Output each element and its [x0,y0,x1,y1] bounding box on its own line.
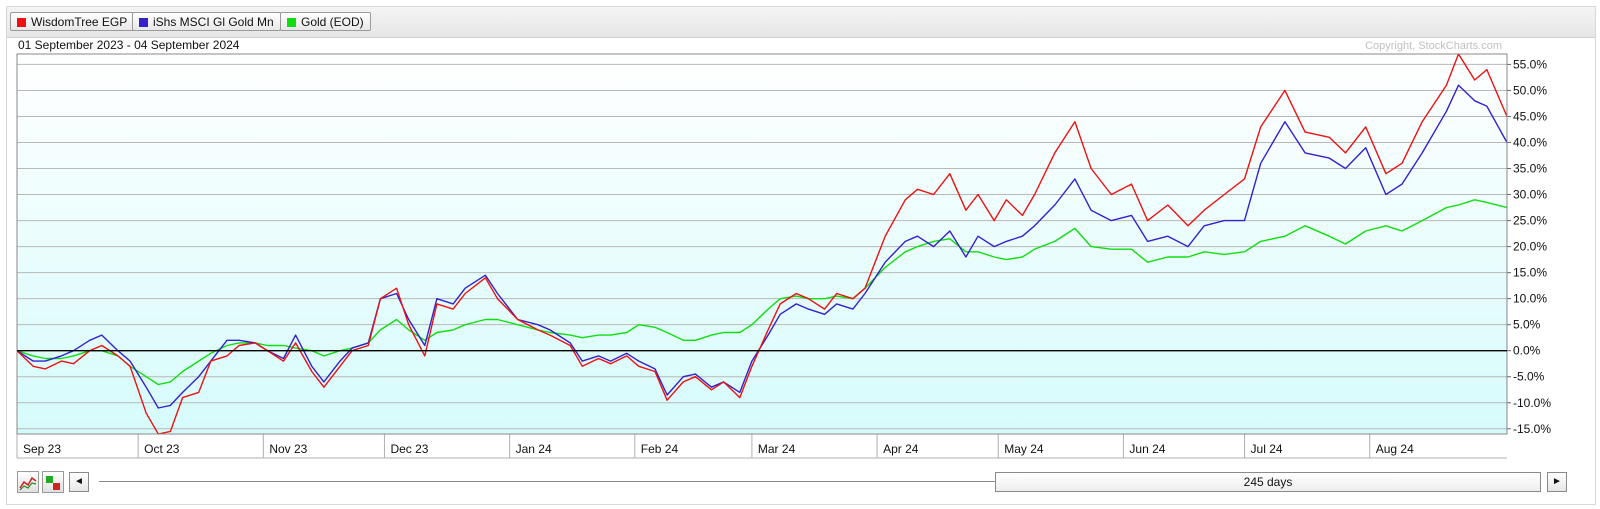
chart-frame: WisdomTree EGP iShs MSCI Gl Gold Mn Gold… [6,6,1596,505]
series-line-wisdomtree-egp [16,53,1508,435]
x-tick-label: Aug 24 [1376,442,1414,456]
legend-label: Gold (EOD) [301,15,364,29]
legend-item-gold-eod[interactable]: Gold (EOD) [280,12,371,31]
y-tick-label: 30.0% [1513,188,1547,202]
performance-chart: 55.0% 50.0% 45.0% 40.0% 35.0% 30.0% 25.0% 20.0%… [16,38,1551,459]
scroll-left-button[interactable]: ◄ [69,472,89,492]
line-chart-icon[interactable] [17,471,39,493]
x-tick-label: Jan 24 [516,442,552,456]
series-line-ishs-msci-gl-gold-mn [16,84,1508,409]
series-line-gold-eod- [16,199,1508,386]
legend-swatch-blue [139,18,148,27]
y-tick-label: 5.0% [1513,318,1541,332]
legend-swatch-red [17,18,26,27]
x-tick-label: May 24 [1004,442,1044,456]
color-toggle-icon[interactable] [42,471,64,493]
y-tick-label: 25.0% [1513,214,1547,228]
legend-bar: WisdomTree EGP iShs MSCI Gl Gold Mn Gold… [7,7,1595,38]
y-tick-label: 50.0% [1513,83,1547,97]
y-tick-label: 20.0% [1513,240,1547,254]
x-tick-label: Oct 23 [144,442,180,456]
y-tick-label: -10.0% [1513,396,1551,410]
y-tick-label: 35.0% [1513,162,1547,176]
scroll-track[interactable] [99,481,1517,482]
y-tick-label: 40.0% [1513,135,1547,149]
x-tick-label: Dec 23 [390,442,428,456]
series-lines [16,53,1508,435]
scroll-thumb[interactable]: 245 days [995,472,1541,492]
x-tick-label: Jun 24 [1129,442,1165,456]
x-tick-label: Feb 24 [641,442,679,456]
y-tick-label: -5.0% [1513,370,1545,384]
y-tick-label: 10.0% [1513,292,1547,306]
x-tick-label: Sep 23 [23,442,61,456]
line-chart-glyph [19,476,37,491]
scroll-right-button[interactable]: ► [1547,472,1567,492]
legend-item-ishares-gold-miners[interactable]: iShs MSCI Gl Gold Mn [132,12,281,31]
axes: 55.0% 50.0% 45.0% 40.0% 35.0% 30.0% 25.0% 20.0%… [16,53,1551,459]
copyright-label: Copyright, StockCharts.com [1365,40,1502,52]
y-tick-label: 0.0% [1513,344,1541,358]
plot-border [16,53,1508,435]
plot-background [17,54,1507,434]
color-toggle-glyph [46,476,60,490]
legend-swatch-green [287,18,296,27]
chart-navigator: ◄ 245 days ► [7,462,1595,502]
y-tick-label: 45.0% [1513,109,1547,123]
legend-label: WisdomTree EGP [31,15,128,29]
y-tick-label: 15.0% [1513,266,1547,280]
x-tick-label: Nov 23 [269,442,307,456]
x-tick-label: Mar 24 [758,442,796,456]
x-tick-label: Apr 24 [883,442,919,456]
x-tick-label: Jul 24 [1251,442,1283,456]
y-tick-label: -15.0% [1513,422,1551,436]
legend-label: iShs MSCI Gl Gold Mn [153,15,274,29]
legend-item-wisdomtree-egp[interactable]: WisdomTree EGP [10,12,135,31]
y-tick-label: 55.0% [1513,57,1547,71]
date-range-label: 01 September 2023 - 04 September 2024 [18,38,240,52]
